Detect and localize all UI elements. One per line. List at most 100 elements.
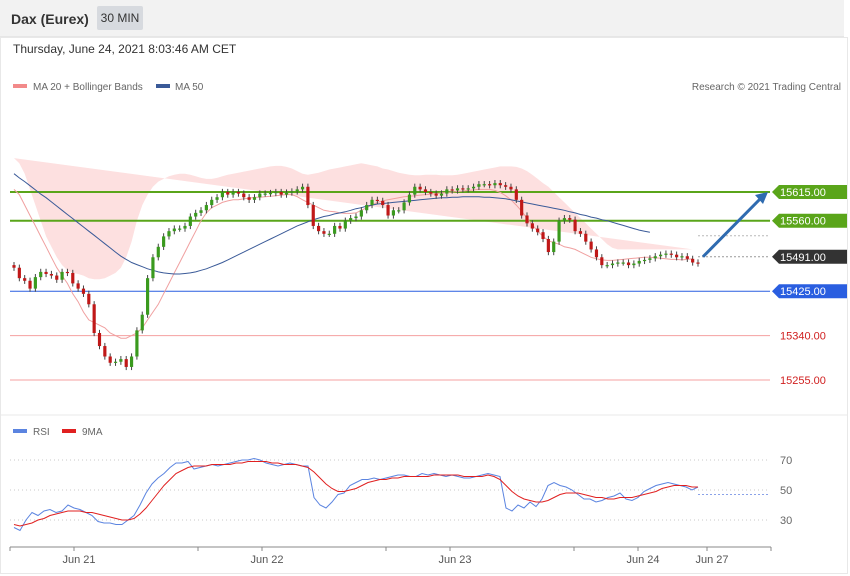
candle-body — [610, 263, 615, 266]
candle — [450, 186, 454, 194]
candle — [268, 189, 273, 197]
candle-body — [375, 199, 379, 202]
level-label: 15340.00 — [780, 331, 826, 343]
candle — [584, 230, 588, 245]
candle-body — [514, 189, 518, 200]
candle — [140, 311, 144, 334]
candle — [434, 190, 438, 199]
candle — [669, 250, 673, 258]
candle-body — [178, 228, 182, 230]
timeframe-button[interactable]: 30 MIN — [97, 6, 143, 30]
candle-body — [418, 186, 422, 190]
candle — [568, 214, 572, 223]
candle — [685, 253, 689, 262]
candle — [653, 253, 657, 262]
bollinger-band — [14, 158, 693, 280]
candle — [349, 214, 353, 224]
candle — [626, 259, 631, 269]
candle-body — [76, 283, 80, 289]
candle-body — [573, 219, 577, 232]
rsi-legend: RSI 9MA — [13, 427, 103, 438]
candle-body — [488, 184, 492, 186]
ma20-legend-swatch — [13, 84, 27, 88]
candle-body — [236, 192, 241, 194]
candle-body — [327, 233, 331, 235]
candle-body — [247, 197, 251, 200]
candle-body — [546, 239, 550, 253]
candle-body — [504, 185, 508, 187]
candle — [365, 201, 369, 214]
rsi-tick-label: 70 — [780, 455, 792, 467]
level-tag — [772, 185, 847, 199]
ma50-line — [13, 173, 650, 275]
candle-body — [680, 256, 684, 258]
candle — [461, 185, 465, 193]
candle — [642, 256, 647, 265]
candle — [557, 217, 561, 245]
candle-body — [520, 199, 524, 216]
candle — [680, 253, 684, 261]
candle — [455, 185, 460, 194]
candle — [167, 228, 171, 240]
candle — [637, 257, 641, 267]
candle — [183, 222, 187, 232]
price-panel: 15615.00 15560.00 15491.00 15425.00 15340.00… — [10, 158, 847, 387]
candle-body — [541, 232, 545, 239]
candle-body — [423, 189, 428, 192]
candle-body — [365, 205, 369, 211]
candle — [135, 327, 139, 360]
candle-body — [525, 215, 529, 224]
candle — [354, 213, 358, 222]
candle — [23, 275, 27, 284]
candle-body — [648, 258, 652, 260]
candle-body — [354, 216, 358, 219]
candle-body — [402, 202, 406, 211]
candle — [691, 255, 695, 266]
candle — [194, 209, 198, 220]
candle — [113, 358, 118, 366]
candle — [562, 214, 566, 224]
candle — [391, 207, 395, 219]
candle-body — [97, 333, 102, 347]
candle-body — [616, 262, 620, 264]
candle-body — [12, 265, 16, 268]
candle — [81, 285, 86, 297]
candle-body — [397, 210, 401, 212]
candle-body — [188, 216, 192, 226]
candle-body — [60, 271, 64, 280]
candle-body — [87, 293, 91, 305]
candle-body — [183, 225, 187, 229]
candle — [429, 188, 433, 197]
candle — [482, 181, 486, 188]
candle-body — [268, 193, 273, 195]
candle-body — [642, 259, 647, 262]
candle — [418, 183, 422, 193]
x-tick-label: Jun 22 — [250, 554, 283, 566]
candle — [610, 260, 615, 269]
candle — [600, 254, 604, 269]
candle — [423, 186, 428, 196]
rsi-tick-label: 30 — [780, 515, 792, 527]
candle — [322, 228, 326, 237]
candle — [172, 225, 176, 235]
candle — [92, 301, 96, 337]
candle — [290, 188, 294, 196]
candle-body — [471, 186, 476, 189]
candle — [247, 194, 251, 203]
candle — [215, 194, 219, 203]
candle — [44, 268, 48, 278]
candle — [236, 188, 241, 197]
candle — [375, 196, 379, 205]
candle — [589, 238, 593, 253]
candle-body — [231, 192, 235, 195]
candle — [605, 261, 609, 269]
candle — [76, 280, 80, 292]
candle-body — [172, 228, 176, 232]
level-tag — [772, 213, 847, 228]
candle — [156, 243, 160, 261]
candle — [146, 275, 150, 318]
candle — [129, 353, 134, 371]
candle-body — [119, 359, 123, 362]
candle — [546, 235, 550, 256]
